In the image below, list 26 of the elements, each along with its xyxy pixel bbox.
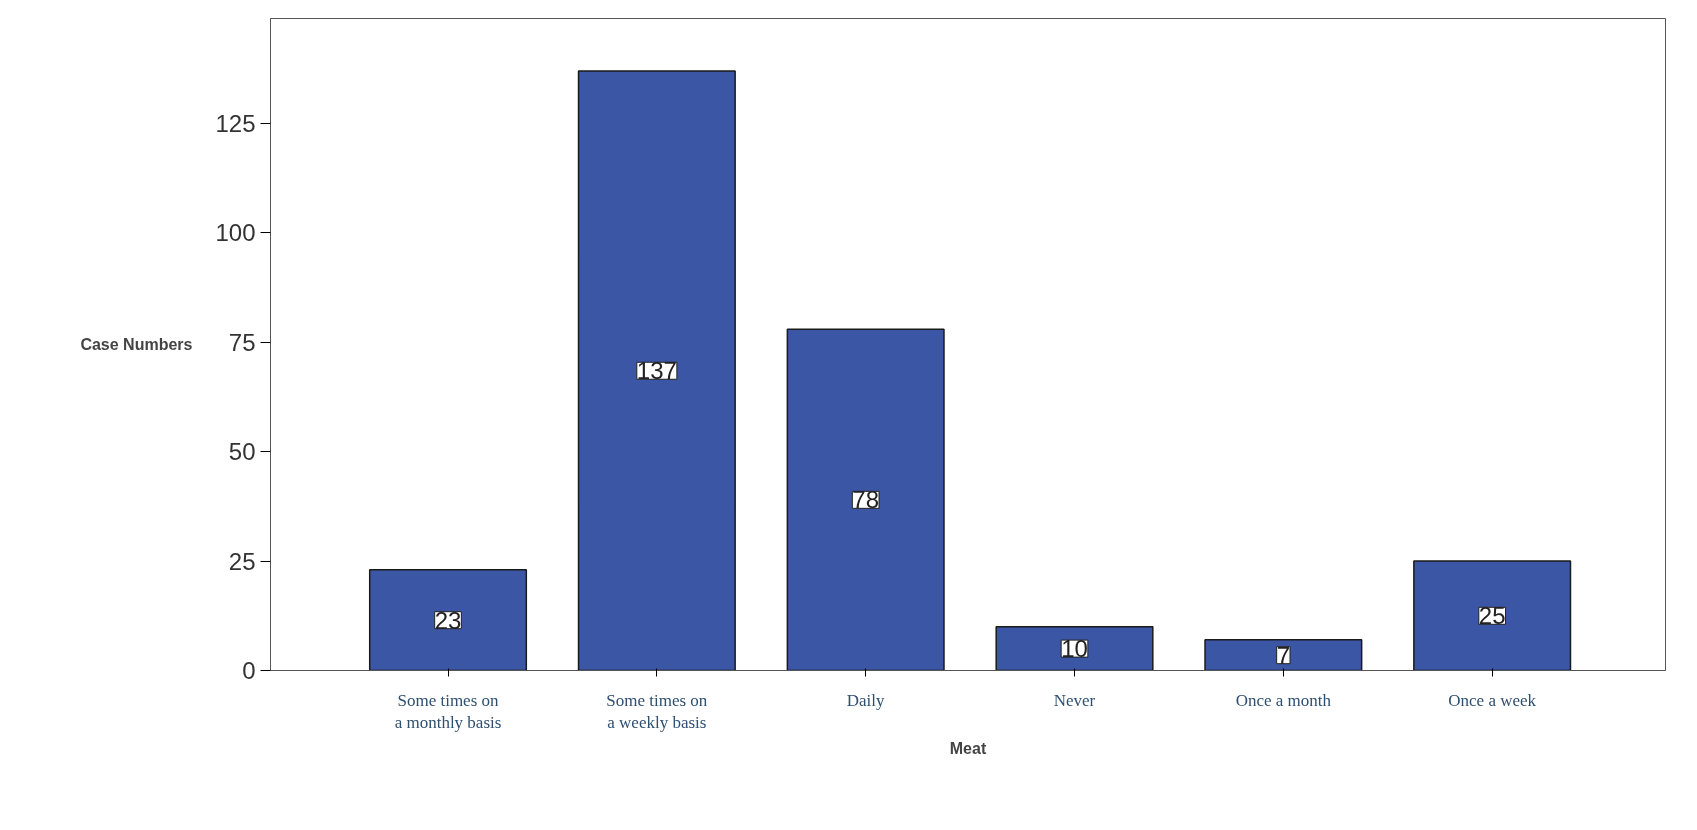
- x-tick-label: Once a week: [1448, 690, 1537, 710]
- y-tick-label: 50: [228, 438, 256, 466]
- x-axis-title: Meat: [949, 740, 987, 758]
- bar: [368, 569, 528, 671]
- x-tick-label: Daily: [846, 690, 886, 710]
- data-label: 25: [1478, 602, 1506, 630]
- data-label: 23: [434, 606, 462, 634]
- bar: [995, 625, 1154, 671]
- bar: [786, 328, 945, 671]
- data-label: 7: [1276, 641, 1291, 669]
- bar: [1413, 560, 1572, 671]
- y-axis-title: Case Numbers: [80, 336, 193, 353]
- y-tick-label: 25: [228, 547, 256, 575]
- x-tick-label: Once a month: [1235, 690, 1332, 710]
- x-tick-label: Never: [1053, 690, 1096, 710]
- y-tick-label: 100: [215, 219, 256, 247]
- x-tick-label: Some times on a monthly basis: [394, 690, 502, 733]
- bar: [1204, 639, 1363, 671]
- data-label: 78: [852, 486, 880, 514]
- bar: [577, 70, 736, 671]
- data-label: 10: [1061, 635, 1088, 663]
- data-label: 137: [636, 357, 677, 385]
- y-tick-label: 0: [242, 657, 256, 684]
- x-tick-label: Some times on a weekly basis: [606, 690, 708, 733]
- y-tick-label: 125: [215, 110, 256, 138]
- y-tick-label: 75: [228, 328, 256, 356]
